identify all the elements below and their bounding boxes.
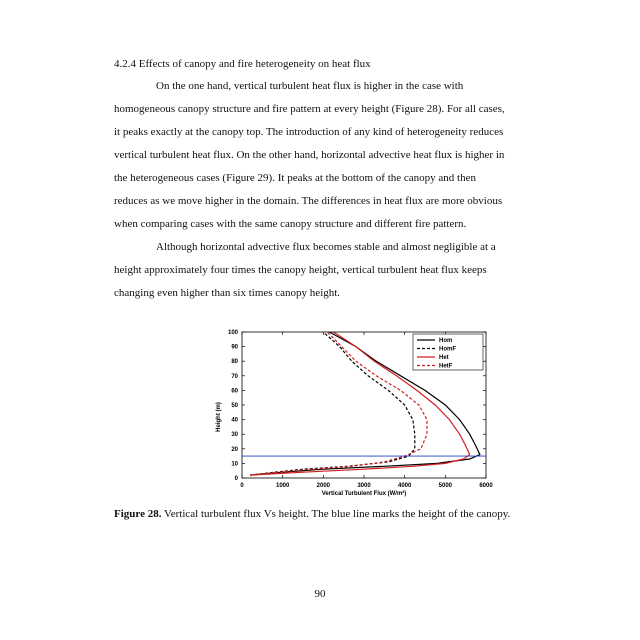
- paragraph-line: Although horizontal advective flux becom…: [156, 241, 496, 253]
- x-tick-label: 6000: [479, 483, 493, 489]
- paragraph-line: height approximately four times the cano…: [114, 264, 487, 276]
- x-tick-label: 5000: [439, 483, 453, 489]
- x-tick-label: 2000: [317, 483, 331, 489]
- y-axis-label: Height (m): [216, 402, 222, 432]
- paragraph-line: it peaks exactly at the canopy top. The …: [114, 126, 504, 138]
- legend-label-het: Het: [439, 355, 449, 361]
- paragraph-line: vertical turbulent heat flux. On the oth…: [114, 149, 505, 161]
- series-line-hetf: [250, 332, 428, 476]
- series-line-het: [250, 332, 471, 476]
- paragraph-line: reduces as we move higher in the domain.…: [114, 195, 503, 207]
- y-tick-label: 10: [231, 461, 238, 467]
- y-tick-label: 90: [231, 345, 238, 351]
- y-tick-label: 70: [231, 374, 238, 380]
- y-tick-label: 40: [231, 418, 238, 424]
- y-tick-label: 50: [231, 403, 238, 409]
- paragraph-line: homogeneous canopy structure and fire pa…: [114, 103, 505, 115]
- y-tick-label: 30: [231, 432, 238, 438]
- page-number: 90: [314, 588, 326, 600]
- x-tick-label: 4000: [398, 483, 412, 489]
- figure-caption: Figure 28. Vertical turbulent flux Vs he…: [114, 508, 510, 520]
- y-tick-label: 0: [235, 476, 239, 482]
- y-tick-label: 60: [231, 388, 238, 394]
- legend-label-hetf: HetF: [439, 364, 453, 370]
- y-tick-label: 80: [231, 359, 238, 365]
- x-axis-label: Vertical Turbulent Flux (W/m²): [322, 490, 407, 497]
- section-heading: 4.2.4 Effects of canopy and fire heterog…: [114, 58, 371, 70]
- legend-label-hom: Hom: [439, 338, 452, 344]
- figure-caption-text: Vertical turbulent flux Vs height. The b…: [161, 508, 511, 520]
- paragraph-line: On the one hand, vertical turbulent heat…: [156, 80, 464, 92]
- figure-caption-label: Figure 28.: [114, 508, 162, 520]
- series-line-homf: [250, 332, 416, 476]
- x-tick-label: 0: [240, 483, 244, 489]
- legend-label-homf: HomF: [439, 347, 456, 353]
- y-tick-label: 100: [228, 330, 239, 336]
- series-line-hom: [250, 332, 481, 476]
- x-tick-label: 3000: [357, 483, 371, 489]
- x-tick-label: 1000: [276, 483, 290, 489]
- paragraph-line: changing even higher than six times cano…: [114, 287, 341, 299]
- y-tick-label: 20: [231, 447, 238, 453]
- paragraph-line: when comparing cases with the same canop…: [114, 218, 467, 230]
- paragraph-line: the heterogeneous cases (Figure 29). It …: [114, 172, 476, 184]
